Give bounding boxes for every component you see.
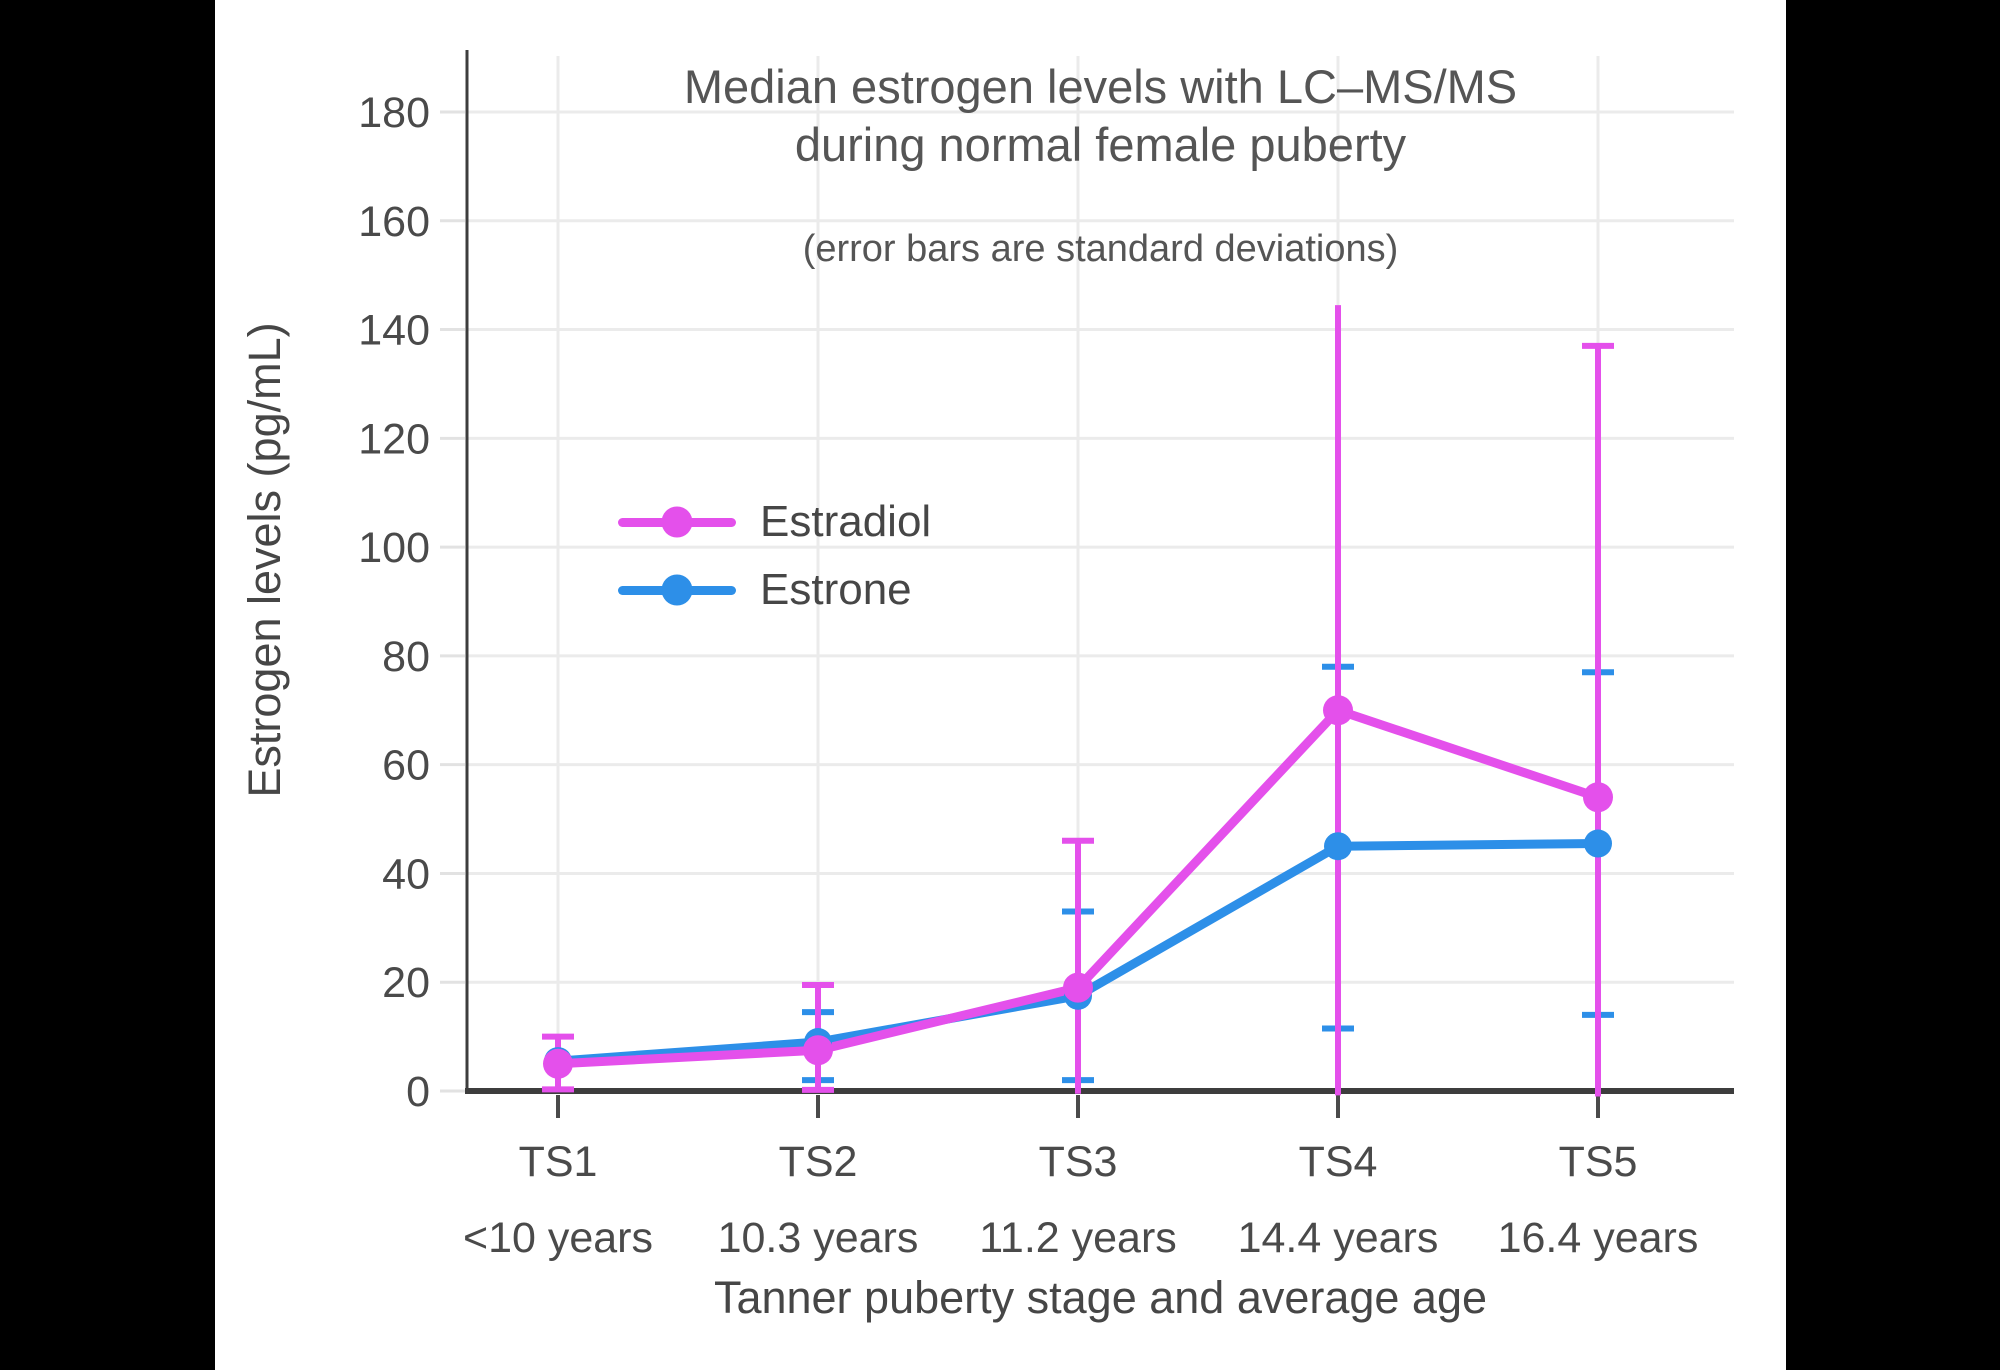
x-tick-label-age: 10.3 years: [718, 1214, 919, 1262]
data-point-estradiol: [1063, 972, 1093, 1003]
legend-item-estradiol: Estradiol: [618, 488, 931, 556]
y-tick-label: 20: [382, 959, 430, 1007]
x-axis-title: Tanner puberty stage and average age: [713, 1272, 1488, 1323]
x-tick-label-age: <10 years: [463, 1214, 653, 1262]
y-tick-label: 0: [406, 1068, 430, 1116]
y-tick-label: 180: [358, 89, 430, 137]
x-tick-label-age: 14.4 years: [1238, 1214, 1439, 1262]
y-tick-label: 160: [358, 198, 430, 246]
chart-title-line2: during normal female puberty: [794, 118, 1407, 171]
letterbox-right: [1786, 0, 2000, 1370]
estradiol-line-swatch: [618, 506, 736, 538]
chart-title-line1: Median estrogen levels with LC–MS/MS: [683, 60, 1518, 113]
legend: Estradiol Estrone: [618, 488, 931, 624]
data-point-estradiol: [1583, 782, 1613, 813]
estrone-marker-icon: [661, 574, 693, 606]
letterbox-left: [0, 0, 215, 1370]
chart-subtitle: (error bars are standard deviations): [802, 228, 1399, 270]
data-point-estradiol: [1323, 695, 1353, 726]
x-tick-label-stage: TS3: [1039, 1138, 1118, 1186]
data-point-estrone: [1584, 829, 1612, 858]
y-tick-label: 40: [382, 850, 430, 898]
estradiol-marker-icon: [661, 506, 693, 538]
x-tick-label-stage: TS2: [779, 1138, 858, 1186]
y-tick-label: 120: [358, 415, 430, 463]
legend-item-estrone: Estrone: [618, 556, 931, 624]
x-tick-label-age: 11.2 years: [979, 1214, 1177, 1262]
y-tick-label: 100: [358, 524, 430, 572]
y-axis-title: Estrogen levels (pg/mL): [239, 322, 290, 798]
y-tick-label: 60: [382, 742, 430, 790]
legend-label-estradiol: Estradiol: [760, 497, 932, 546]
data-point-estradiol: [803, 1035, 833, 1066]
legend-label-estrone: Estrone: [760, 565, 912, 614]
chart-title: Median estrogen levels with LC–MS/MS dur…: [467, 58, 1734, 174]
data-point-estrone: [1324, 832, 1352, 861]
x-tick-label-stage: TS4: [1299, 1138, 1378, 1186]
plot-background: [215, 0, 1786, 1370]
estrone-line-swatch: [618, 574, 736, 606]
y-tick-label: 140: [358, 307, 430, 355]
x-tick-label-age: 16.4 years: [1498, 1214, 1699, 1262]
y-tick-label: 80: [382, 633, 430, 681]
data-point-estradiol: [543, 1048, 573, 1079]
x-tick-label-stage: TS5: [1559, 1138, 1638, 1186]
x-tick-label-stage: TS1: [519, 1138, 598, 1186]
